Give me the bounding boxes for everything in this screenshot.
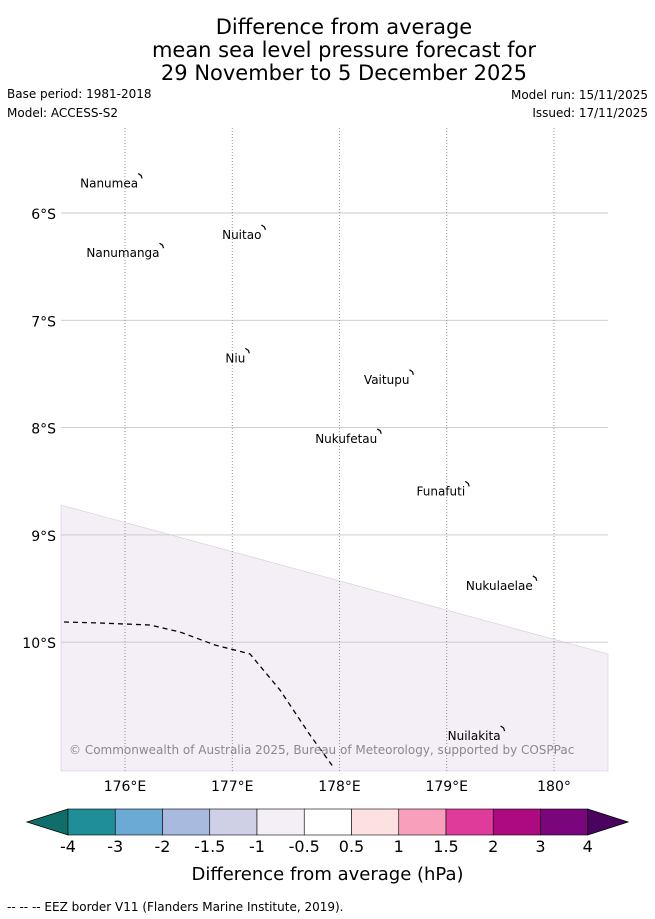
island-outline — [245, 347, 250, 354]
colorbar-tick-label: 1 — [393, 837, 404, 856]
longitude-tick-label: 177°E — [211, 779, 254, 795]
colorbar-swatch — [114, 808, 163, 836]
island-outline — [464, 480, 470, 487]
colorbar-swatch — [209, 808, 258, 836]
colorbar-swatch — [445, 808, 494, 836]
island-outline — [532, 575, 538, 582]
title-line-1: Difference from average — [215, 15, 473, 39]
base-period-label: Base period: 1981-2018 — [7, 87, 152, 101]
latitude-tick-label: 10°S — [22, 636, 56, 652]
colorbar-tick-label: -1.5 — [194, 837, 226, 856]
island-label: Funafuti — [417, 484, 466, 498]
colorbar-tick-label: 4 — [582, 837, 593, 856]
colorbar-swatch — [67, 808, 116, 836]
colorbar-low-extension — [25, 808, 69, 836]
colorbar-swatch — [303, 808, 352, 836]
island-outline — [376, 428, 382, 435]
colorbar-tick-label: 1.5 — [433, 837, 459, 856]
island-outline — [409, 369, 414, 375]
colorbar-tick-label: -1 — [249, 837, 265, 856]
model-label: Model: ACCESS-S2 — [7, 106, 119, 120]
map-title: Difference from average mean sea level p… — [0, 16, 655, 85]
colorbar-swatch — [540, 808, 589, 836]
longitude-tick-label: 180° — [537, 779, 571, 795]
island-nukulaelae: Nukulaelae — [466, 575, 538, 593]
title-line-2: mean sea level pressure forecast for — [151, 38, 537, 62]
colorbar-tick-label: -3 — [107, 837, 124, 856]
eez-border — [63, 621, 335, 769]
latitude-tick-label: 6°S — [31, 207, 56, 223]
island-nanumanga: Nanumanga — [86, 242, 165, 260]
colorbar-swatch — [162, 808, 211, 836]
island-label: Nanumea — [80, 176, 138, 190]
island-nukufetau: Nukufetau — [315, 428, 382, 446]
island-nuilakita: Nuilakita — [448, 725, 506, 743]
island-vaitupu: Vaitupu — [364, 369, 414, 387]
island-label: Nukufetau — [315, 432, 377, 446]
island-label: Nukulaelae — [466, 579, 533, 593]
island-label: Nanumanga — [86, 246, 159, 260]
longitude-tick-label: 176°E — [104, 779, 147, 795]
island-label: Vaitupu — [364, 373, 410, 387]
island-outline — [159, 242, 165, 249]
latitude-tick-label: 9°S — [31, 529, 56, 545]
colorbar-tick-label: 0.5 — [338, 837, 365, 856]
colorbar-swatch — [398, 808, 447, 836]
colorbar-swatch — [256, 808, 305, 836]
island-nuitao: Nuitao — [222, 224, 266, 242]
colorbar-tick-label: 3 — [535, 837, 546, 856]
colorbar-tick-label: -4 — [60, 837, 76, 856]
island-nanumea: Nanumea — [80, 172, 143, 190]
colorbar-high-extension — [587, 808, 630, 836]
colorbar-swatch — [492, 808, 541, 836]
longitude-tick-label: 178°E — [318, 779, 361, 795]
island-outline — [261, 224, 266, 231]
model-run-label: Model run: 15/11/2025 — [510, 88, 648, 102]
island-outline — [500, 725, 506, 732]
copyright-notice: © Commonwealth of Australia 2025, Bureau… — [69, 743, 574, 757]
colorbar — [25, 808, 630, 836]
colorbar-title: Difference from average (hPa) — [191, 864, 464, 885]
colorbar-tick-label: -2 — [154, 837, 171, 856]
island-outline — [137, 172, 143, 179]
title-line-3: 29 November to 5 December 2025 — [160, 61, 528, 85]
colorbar-tick-label: 2 — [488, 837, 499, 856]
longitude-tick-label: 179°E — [425, 779, 468, 795]
latitude-tick-label: 7°S — [31, 314, 56, 330]
island-niu: Niu — [225, 347, 250, 365]
colorbar-tick-label: -0.5 — [288, 837, 320, 856]
island-label: Nuitao — [222, 228, 261, 242]
eez-legend-note: -- -- -- EEZ border V11 (Flanders Marine… — [7, 900, 344, 914]
issued-label: Issued: 17/11/2025 — [532, 106, 648, 120]
island-label: Niu — [225, 351, 245, 365]
latitude-tick-label: 8°S — [31, 422, 56, 438]
colorbar-swatch — [351, 808, 400, 836]
island-funafuti: Funafuti — [417, 480, 470, 498]
island-label: Nuilakita — [448, 729, 501, 743]
anomaly-region — [60, 504, 609, 772]
